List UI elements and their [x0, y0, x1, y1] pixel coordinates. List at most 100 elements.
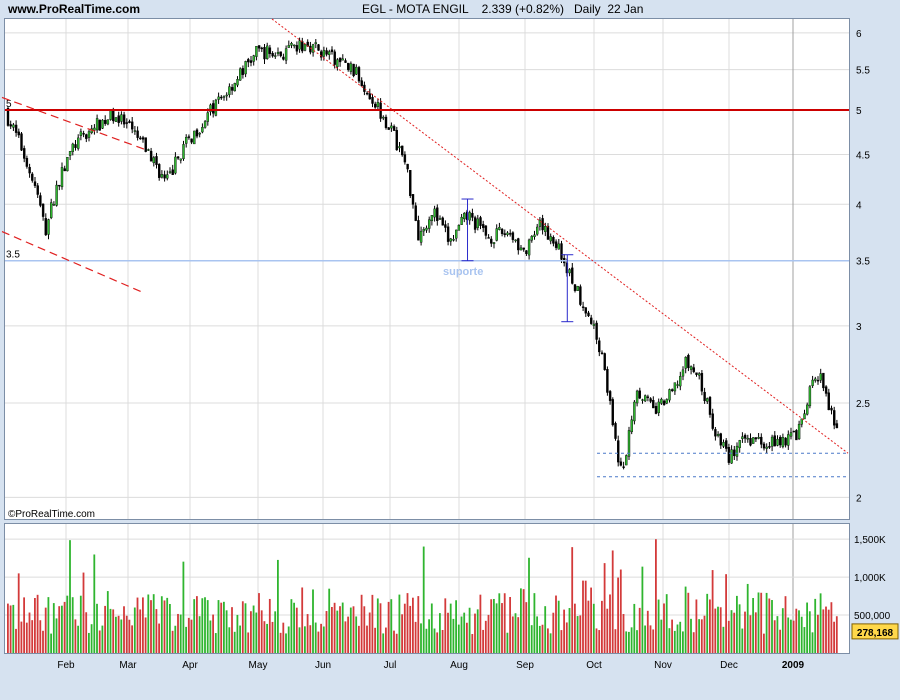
volume-bar-up [12, 604, 15, 653]
candle-down [130, 121, 134, 130]
candle-up [228, 86, 231, 95]
volume-bar-up [676, 624, 679, 653]
volume-bar-down [34, 598, 36, 653]
site-name[interactable]: www.ProRealTime.com [8, 2, 141, 16]
volume-bar-up [322, 626, 325, 653]
candle-up [201, 126, 204, 133]
volume-bar-up [66, 595, 69, 653]
candle-down [333, 51, 336, 65]
volume-bar-up [430, 603, 433, 653]
candle-down [20, 133, 23, 151]
candle-up [225, 94, 228, 97]
volume-bar-down [827, 609, 830, 653]
volume-bar-down [590, 587, 592, 653]
volume-bar-down [711, 570, 714, 653]
volume-bar-down [511, 616, 514, 653]
volume-bar-down [58, 606, 61, 653]
month-tick-label: Apr [182, 660, 198, 671]
candle-up [689, 366, 693, 370]
volume-bar-down [501, 603, 503, 653]
volume-bar-up [533, 593, 536, 653]
volume-bar-down [471, 634, 474, 653]
candle-up [390, 125, 393, 129]
volume-bar-up [77, 625, 79, 653]
volume-bar-down [509, 597, 511, 653]
volume-bar-down [760, 592, 763, 653]
month-tick-label: Oct [586, 660, 602, 671]
candle-down [509, 233, 512, 235]
volume-bar-up [214, 633, 217, 653]
volume-bar-down [155, 609, 158, 653]
volume-bar-down [371, 594, 374, 653]
candle-down [703, 391, 706, 402]
price-panel[interactable] [4, 18, 850, 520]
volume-bar-down [611, 550, 614, 653]
candle-down [595, 322, 598, 340]
candle-up [673, 382, 677, 392]
volume-tick-label: 500,000 [854, 611, 891, 622]
volume-bar-up [69, 540, 71, 653]
volume-bar-up [506, 632, 509, 653]
candle-down [581, 306, 585, 308]
candle-up [492, 242, 496, 245]
watermark-text: ©ProRealTime.com [8, 509, 95, 520]
candle-down [573, 284, 577, 291]
volume-bar-up [277, 559, 279, 653]
candle-up [506, 232, 509, 236]
candle-down [608, 391, 612, 401]
candle-up [198, 132, 201, 135]
volume-bar-down [773, 620, 776, 653]
volume-bar-up [576, 616, 579, 653]
volume-bar-up [50, 633, 52, 653]
volume-bar-up [790, 619, 792, 653]
candle-up [382, 116, 385, 119]
volume-bar-up [752, 597, 754, 653]
volume-bar-down [317, 631, 320, 653]
volume-bar-up [314, 622, 317, 653]
candle-up [592, 323, 596, 326]
candle-down [371, 97, 374, 104]
candle-down [14, 124, 18, 133]
volume-bar-up [90, 624, 93, 653]
candle-up [738, 440, 741, 448]
volume-bar-down [44, 607, 47, 653]
chart-header: www.ProRealTime.com EGL - MOTA ENGIL 2.3… [0, 0, 900, 18]
volume-bar-up [636, 630, 638, 653]
volume-bar-up [341, 602, 344, 653]
volume-bar-up [684, 586, 687, 653]
volume-bar-down [587, 600, 590, 653]
candle-down [211, 103, 215, 114]
candle-up [746, 437, 749, 440]
volume-bar-up [169, 603, 171, 653]
volume-bar-up [244, 603, 247, 653]
volume-bar-down [638, 607, 641, 653]
volume-bar-down [220, 602, 223, 653]
candle-down [6, 107, 10, 126]
volume-bar-down [82, 572, 85, 653]
candle-up [293, 44, 296, 47]
volume-bar-down [279, 632, 282, 653]
candle-down [768, 446, 771, 448]
candle-up [114, 117, 118, 122]
candle-down [39, 195, 42, 206]
volume-bar-up [71, 597, 74, 653]
volume-bar-down [163, 600, 166, 653]
volume-bar-up [808, 611, 811, 653]
volume-bar-down [487, 614, 490, 653]
candle-up [452, 239, 455, 241]
candle-down [33, 181, 37, 186]
volume-bar-down [333, 602, 336, 653]
candle-up [706, 398, 709, 402]
volume-bar-up [398, 594, 401, 653]
candle-down [749, 438, 752, 446]
volume-bar-up [819, 593, 822, 653]
volume-bar-up [420, 623, 422, 653]
volume-bar-down [417, 596, 420, 653]
candle-down [28, 166, 31, 174]
trend-line [271, 18, 849, 454]
candle-down [482, 224, 485, 228]
price-tick-label: 2 [856, 493, 862, 504]
candle-down [257, 45, 261, 49]
volume-bar-down [595, 628, 598, 653]
